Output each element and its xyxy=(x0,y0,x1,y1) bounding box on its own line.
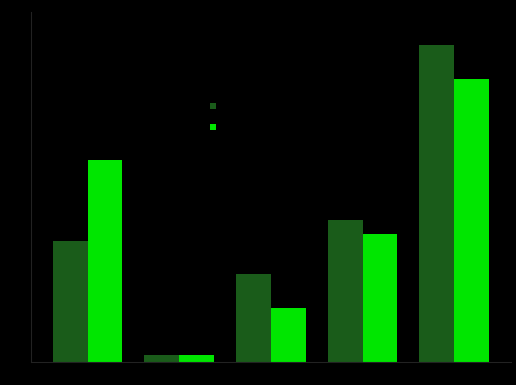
Bar xyxy=(363,234,397,362)
Bar xyxy=(271,308,305,362)
Bar xyxy=(144,355,179,362)
Bar xyxy=(454,79,489,362)
Bar xyxy=(179,355,214,362)
Bar xyxy=(88,160,122,362)
Bar xyxy=(420,45,454,362)
Bar xyxy=(328,220,363,362)
Bar xyxy=(53,241,88,362)
Bar xyxy=(236,274,271,362)
